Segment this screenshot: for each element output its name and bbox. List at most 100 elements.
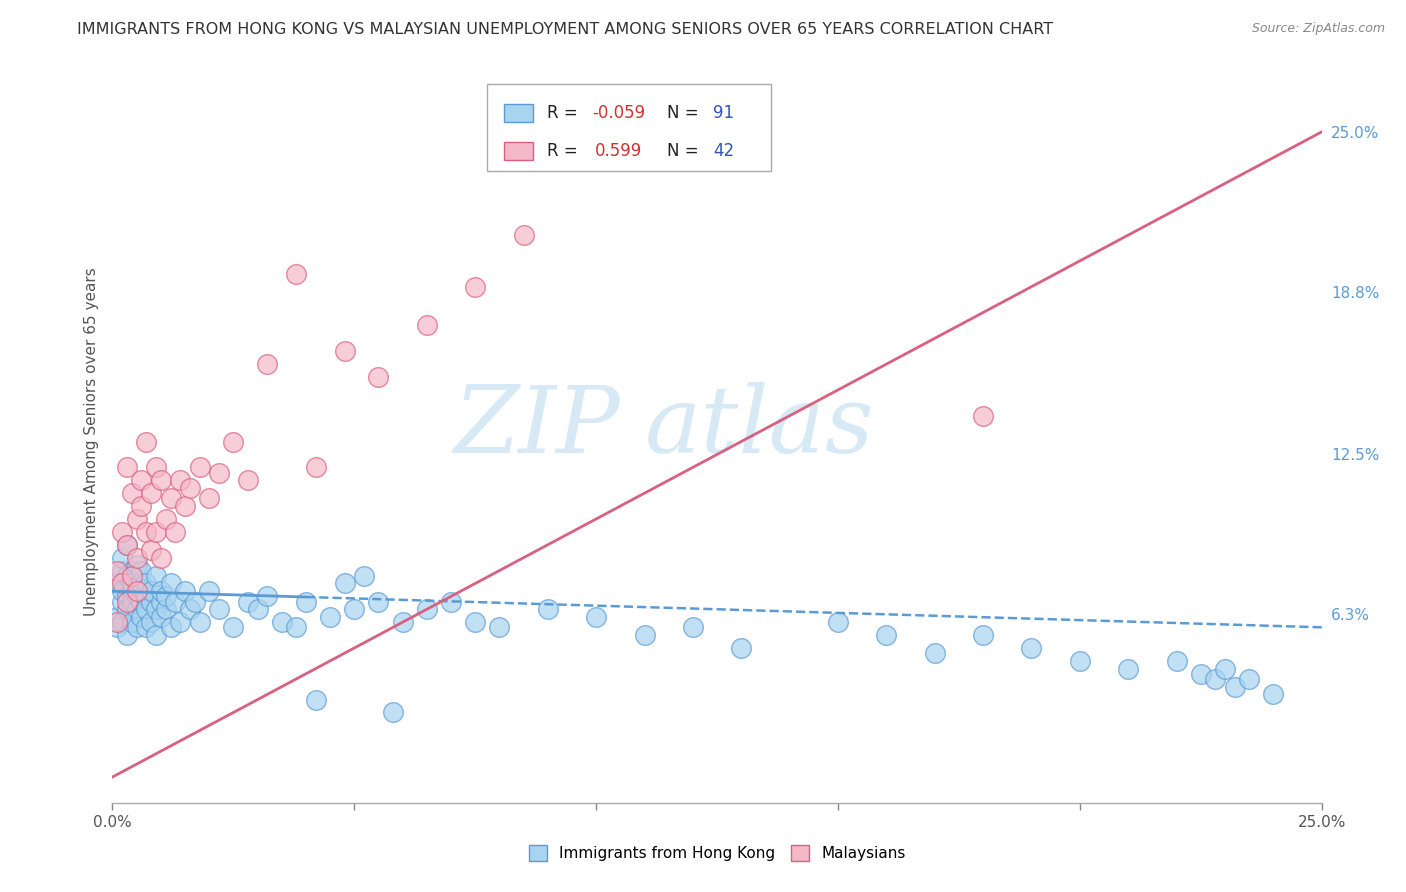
Legend: Immigrants from Hong Kong, Malaysians: Immigrants from Hong Kong, Malaysians — [523, 839, 911, 867]
Point — [105, 620, 128, 634]
Point — [135, 602, 157, 616]
Point — [115, 594, 138, 608]
Point — [105, 564, 128, 578]
Point — [1237, 672, 1260, 686]
Point — [343, 602, 366, 616]
Point — [155, 590, 177, 604]
Point — [1116, 662, 1139, 676]
Point — [149, 473, 172, 487]
FancyBboxPatch shape — [505, 104, 533, 121]
Point — [121, 564, 143, 578]
Text: Source: ZipAtlas.com: Source: ZipAtlas.com — [1251, 22, 1385, 36]
Point — [730, 640, 752, 655]
Point — [512, 228, 534, 243]
Point — [141, 584, 163, 599]
Point — [131, 499, 153, 513]
Point — [367, 370, 389, 384]
Point — [353, 568, 375, 582]
Point — [188, 615, 211, 630]
Point — [145, 602, 167, 616]
Text: ZIP: ZIP — [454, 382, 620, 472]
Point — [633, 628, 655, 642]
Point — [972, 409, 994, 423]
FancyBboxPatch shape — [505, 143, 533, 160]
Point — [169, 473, 191, 487]
Point — [121, 594, 143, 608]
Point — [149, 584, 172, 599]
Point — [121, 486, 143, 500]
Point — [198, 584, 221, 599]
Point — [875, 628, 897, 642]
Point — [1263, 687, 1285, 701]
Point — [121, 576, 143, 591]
Point — [131, 610, 153, 624]
Point — [183, 594, 205, 608]
Text: N =: N = — [668, 142, 704, 160]
Point — [1069, 654, 1091, 668]
Point — [111, 615, 134, 630]
Point — [145, 628, 167, 642]
Point — [159, 620, 181, 634]
Text: R =: R = — [547, 104, 582, 122]
Text: N =: N = — [668, 104, 704, 122]
Point — [1204, 672, 1226, 686]
Point — [198, 491, 221, 506]
Point — [115, 602, 138, 616]
Text: 91: 91 — [713, 104, 734, 122]
Point — [246, 602, 269, 616]
Y-axis label: Unemployment Among Seniors over 65 years: Unemployment Among Seniors over 65 years — [83, 268, 98, 615]
Point — [149, 550, 172, 565]
Point — [174, 584, 197, 599]
Point — [111, 576, 134, 591]
Point — [125, 558, 148, 573]
Point — [391, 615, 413, 630]
Point — [464, 615, 486, 630]
Point — [208, 602, 231, 616]
Point — [125, 584, 148, 599]
Point — [121, 584, 143, 599]
Point — [416, 602, 439, 616]
Point — [174, 499, 197, 513]
Point — [464, 279, 486, 293]
Point — [145, 524, 167, 539]
Point — [1189, 666, 1212, 681]
Point — [416, 318, 439, 333]
Point — [236, 594, 259, 608]
Point — [125, 579, 148, 593]
Point — [111, 584, 134, 599]
Point — [236, 473, 259, 487]
Point — [115, 628, 138, 642]
Text: 0.599: 0.599 — [595, 142, 643, 160]
Point — [111, 524, 134, 539]
Point — [285, 620, 308, 634]
Point — [924, 646, 946, 660]
Point — [115, 538, 138, 552]
Point — [367, 594, 389, 608]
Point — [188, 460, 211, 475]
Point — [159, 491, 181, 506]
Point — [131, 576, 153, 591]
Point — [145, 568, 167, 582]
Point — [115, 590, 138, 604]
Point — [135, 620, 157, 634]
Point — [304, 460, 326, 475]
Point — [141, 542, 163, 557]
Point — [125, 620, 148, 634]
Point — [105, 576, 128, 591]
Point — [222, 434, 245, 449]
Point — [105, 615, 128, 630]
Point — [585, 610, 607, 624]
Point — [208, 466, 231, 480]
Point — [537, 602, 560, 616]
Point — [111, 564, 134, 578]
Point — [682, 620, 704, 634]
Point — [135, 576, 157, 591]
Text: atlas: atlas — [644, 382, 875, 472]
Point — [304, 692, 326, 706]
Point — [145, 460, 167, 475]
Point — [125, 512, 148, 526]
Point — [131, 594, 153, 608]
Point — [135, 590, 157, 604]
Point — [121, 615, 143, 630]
Point — [222, 620, 245, 634]
